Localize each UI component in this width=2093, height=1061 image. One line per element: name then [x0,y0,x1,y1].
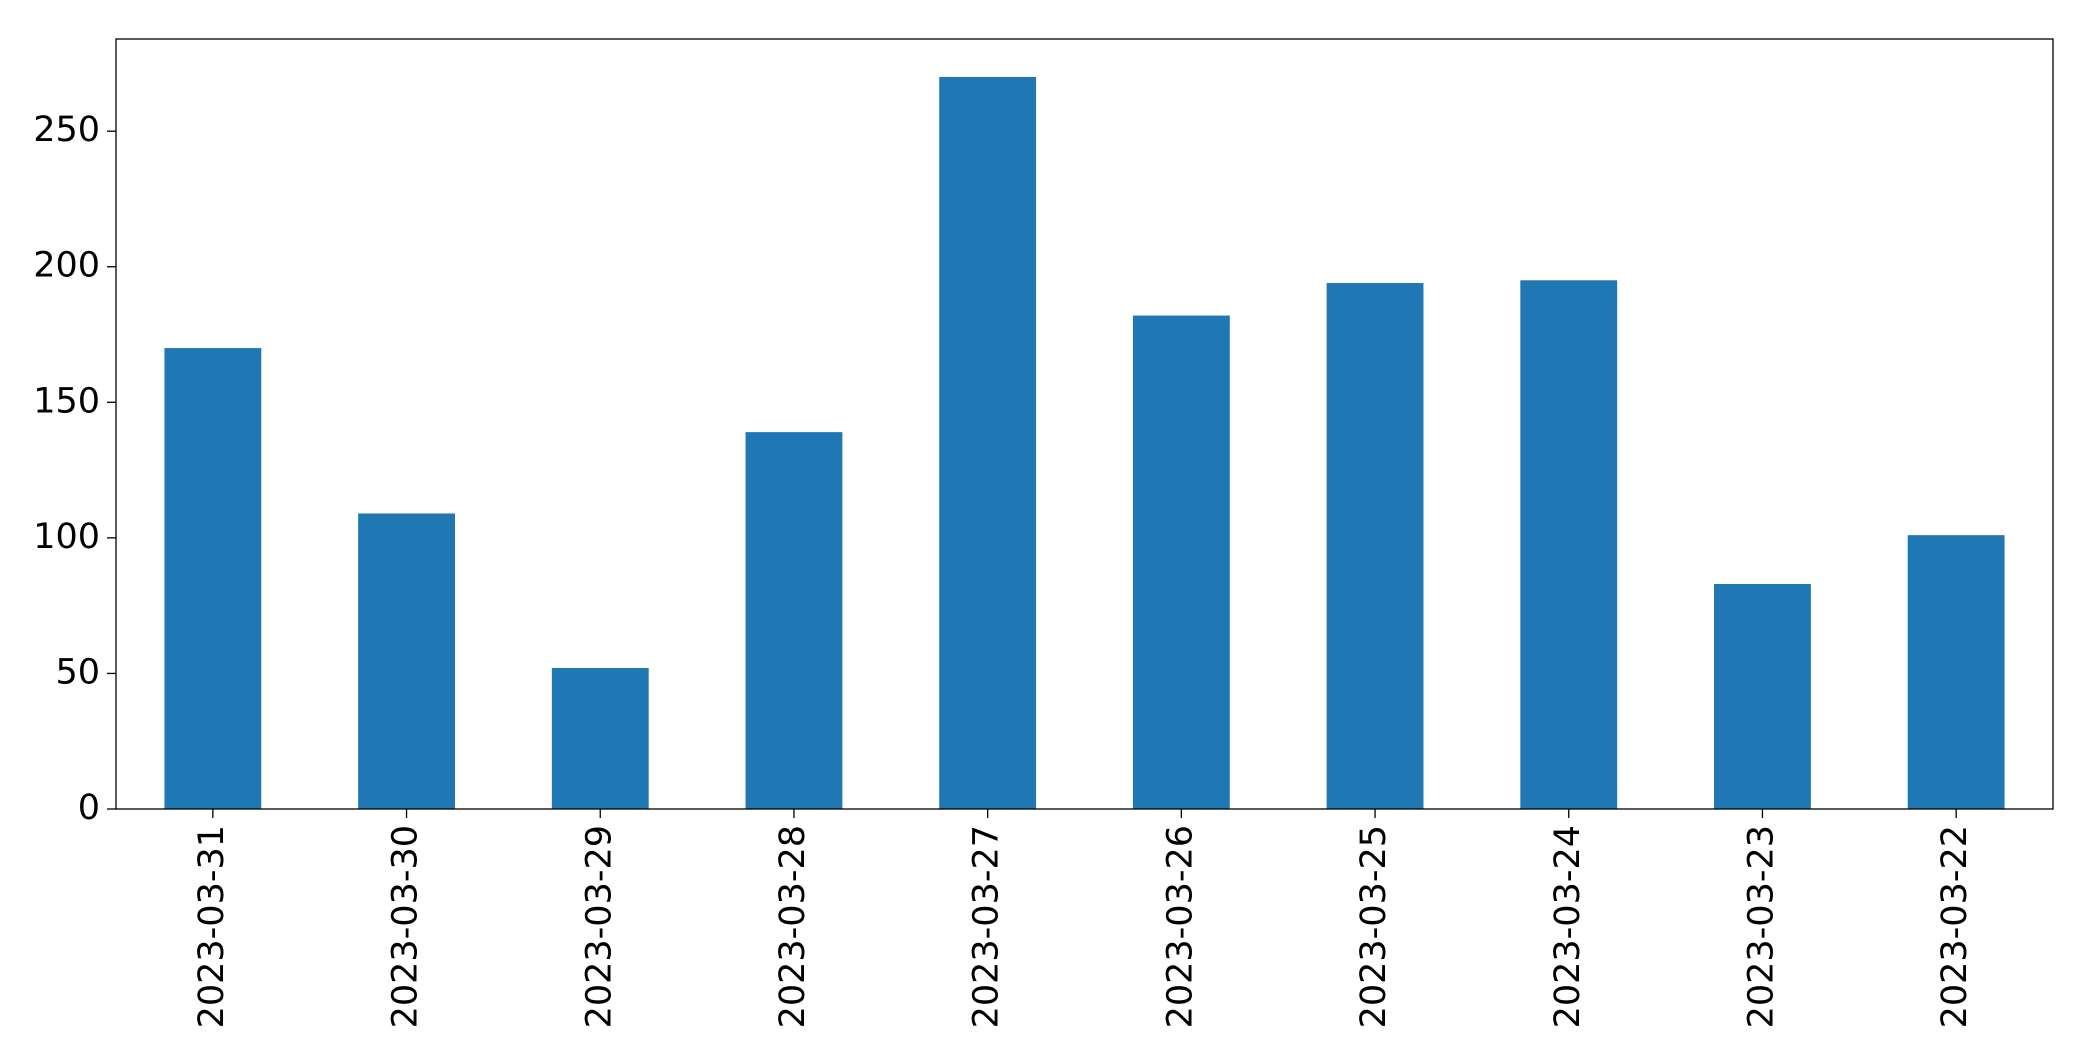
bar [745,432,843,809]
y-tick-label: 100 [33,517,100,557]
bar [551,668,649,809]
x-tick-label: 2023-03-28 [773,825,813,1028]
bar [358,513,455,809]
x-tick-label: 2023-03-30 [386,825,426,1028]
y-tick-label: 50 [55,652,100,692]
bar [1326,283,1424,809]
x-tick-label: 2023-03-29 [579,825,619,1028]
x-tick-label: 2023-03-22 [1935,825,1975,1028]
bar [939,76,1037,809]
x-tick-label: 2023-03-26 [1160,825,1200,1028]
x-tick-label: 2023-03-31 [192,825,232,1028]
plot-frame [115,38,2054,810]
x-tick-label: 2023-03-23 [1741,825,1781,1028]
bar [1907,535,2005,809]
y-tick-label: 150 [33,381,100,421]
y-tick-label: 0 [78,788,100,828]
bar [1520,280,1618,809]
bar [1132,315,1230,809]
x-tick-label: 2023-03-27 [967,825,1007,1028]
y-tick-label: 200 [33,246,100,286]
bar [164,348,262,809]
x-tick-label: 2023-03-24 [1548,825,1588,1028]
y-tick-label: 250 [33,110,100,150]
bar [1714,583,1811,809]
x-tick-label: 2023-03-25 [1354,825,1394,1028]
